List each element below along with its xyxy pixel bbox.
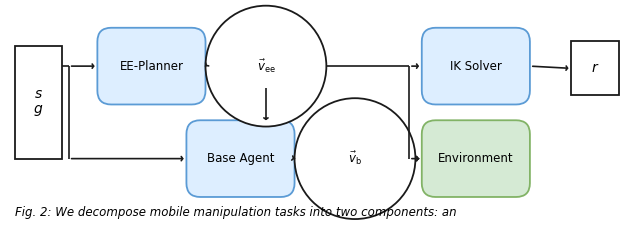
Bar — [572, 41, 619, 95]
Text: $\vec{v}_{\mathrm{b}}$: $\vec{v}_{\mathrm{b}}$ — [348, 150, 362, 167]
Text: EE-Planner: EE-Planner — [120, 60, 184, 73]
Circle shape — [294, 98, 415, 219]
Circle shape — [205, 6, 326, 126]
Text: IK Solver: IK Solver — [450, 60, 502, 73]
Text: $\vec{v}_{\mathrm{ee}}$: $\vec{v}_{\mathrm{ee}}$ — [257, 58, 275, 75]
Text: Fig. 2: We decompose mobile manipulation tasks into two components: an: Fig. 2: We decompose mobile manipulation… — [15, 206, 456, 219]
Text: $g$: $g$ — [33, 103, 44, 118]
FancyBboxPatch shape — [97, 28, 205, 104]
Text: Environment: Environment — [438, 152, 514, 165]
Text: Base Agent: Base Agent — [207, 152, 274, 165]
FancyBboxPatch shape — [186, 120, 294, 197]
Bar — [15, 46, 62, 159]
Text: $s$: $s$ — [34, 87, 43, 101]
FancyBboxPatch shape — [422, 120, 530, 197]
Text: $r$: $r$ — [591, 61, 599, 75]
FancyBboxPatch shape — [422, 28, 530, 104]
